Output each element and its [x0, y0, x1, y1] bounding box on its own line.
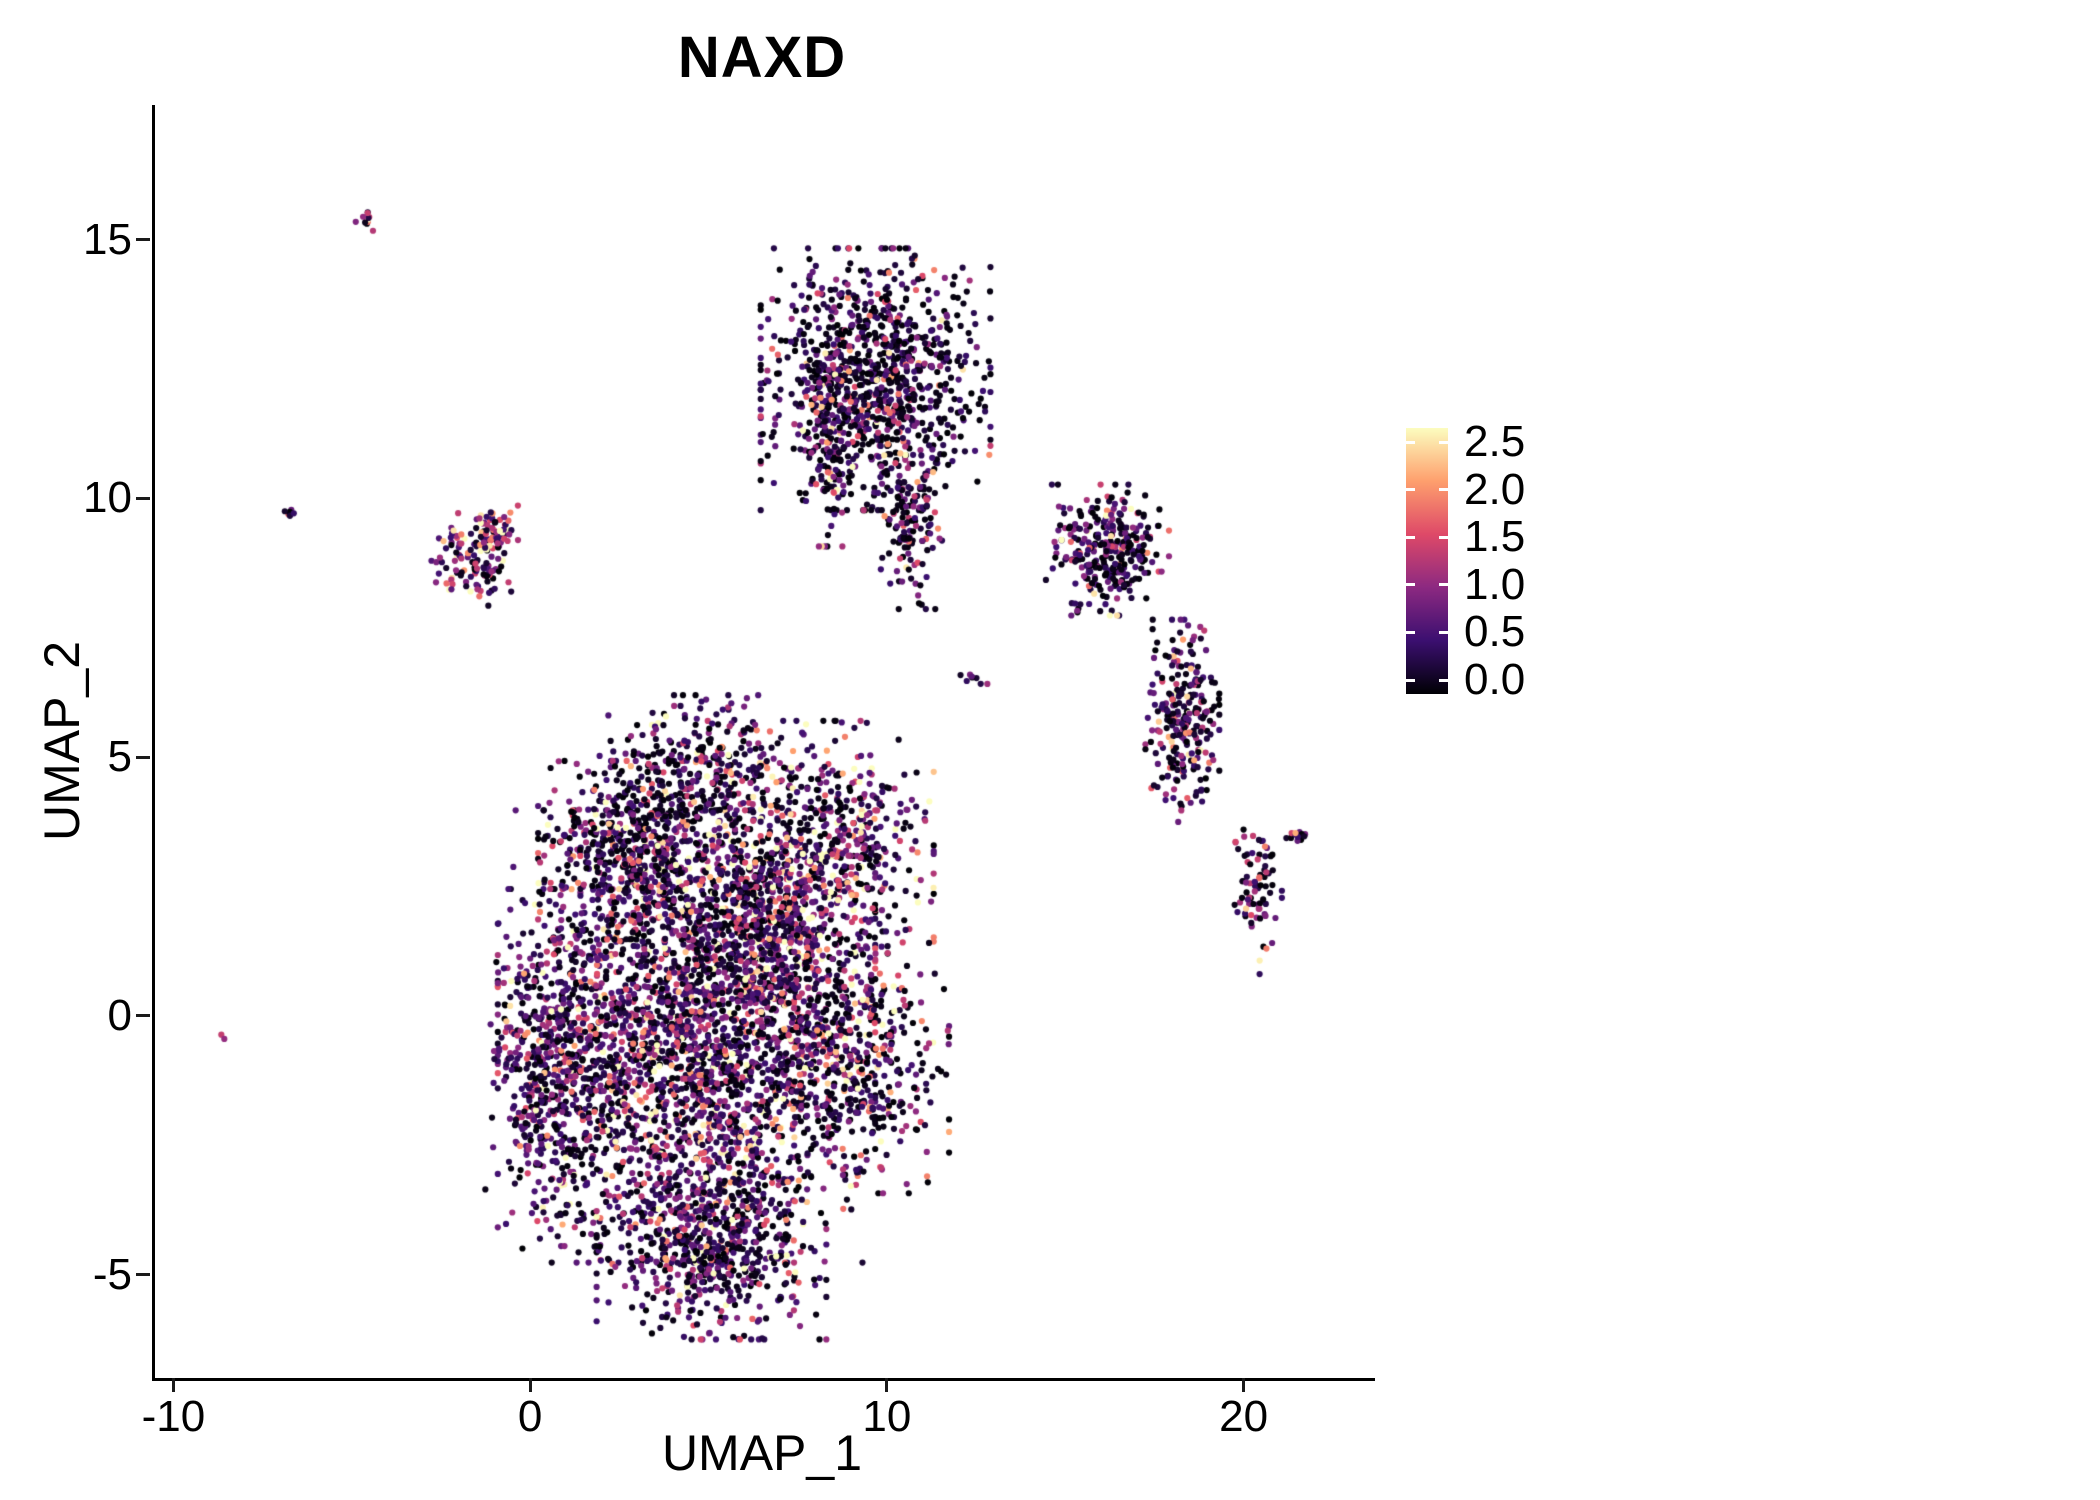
y-tick-mark [136, 1273, 150, 1276]
x-tick-mark [171, 1378, 175, 1392]
y-tick-label: 0 [107, 990, 132, 1040]
legend-tick-line [1439, 440, 1448, 444]
y-tick-mark [136, 496, 150, 500]
x-tick-mark [528, 1378, 532, 1392]
legend-tick-line [1439, 488, 1448, 492]
legend-tick-line [1439, 583, 1448, 587]
x-tick-mark [885, 1378, 889, 1392]
legend-tick-line [1406, 440, 1415, 444]
plot-panel [152, 105, 1375, 1381]
legend-tick-line [1406, 535, 1415, 539]
x-tick-label: -10 [141, 1392, 206, 1441]
legend-tick-label: 2.0 [1464, 464, 1526, 514]
x-tick-mark [1242, 1378, 1246, 1392]
plot-title: NAXD [677, 25, 847, 90]
legend-tick-line [1406, 630, 1415, 634]
legend-tick-label: 0.0 [1464, 655, 1526, 704]
x-tick-label: 20 [1219, 1392, 1269, 1441]
y-tick-label: -5 [92, 1249, 132, 1299]
x-tick-label: 0 [517, 1392, 543, 1441]
y-tick-mark [136, 1014, 150, 1018]
legend-tick-line [1406, 583, 1415, 587]
y-tick-label: 10 [83, 473, 132, 523]
x-axis-title: UMAP_1 [661, 1425, 863, 1481]
colorbar-gradient [1406, 428, 1448, 694]
legend-tick-label: 2.5 [1464, 417, 1526, 466]
legend-tick-label: 0.5 [1464, 607, 1526, 657]
legend-tick-line [1406, 488, 1415, 492]
legend-tick-line [1406, 678, 1415, 682]
x-tick-label: 10 [862, 1392, 912, 1441]
legend-tick-line [1439, 535, 1448, 539]
scatter-canvas [155, 105, 1375, 1378]
legend-tick-line [1439, 678, 1448, 682]
y-tick-label: 15 [83, 214, 132, 264]
legend-tick-label: 1.5 [1464, 512, 1526, 562]
legend-tick-label: 1.0 [1464, 559, 1526, 609]
legend-tick-line [1439, 630, 1448, 634]
y-tick-mark [136, 755, 150, 759]
y-tick-mark [136, 238, 150, 242]
y-tick-label: 5 [107, 732, 132, 782]
